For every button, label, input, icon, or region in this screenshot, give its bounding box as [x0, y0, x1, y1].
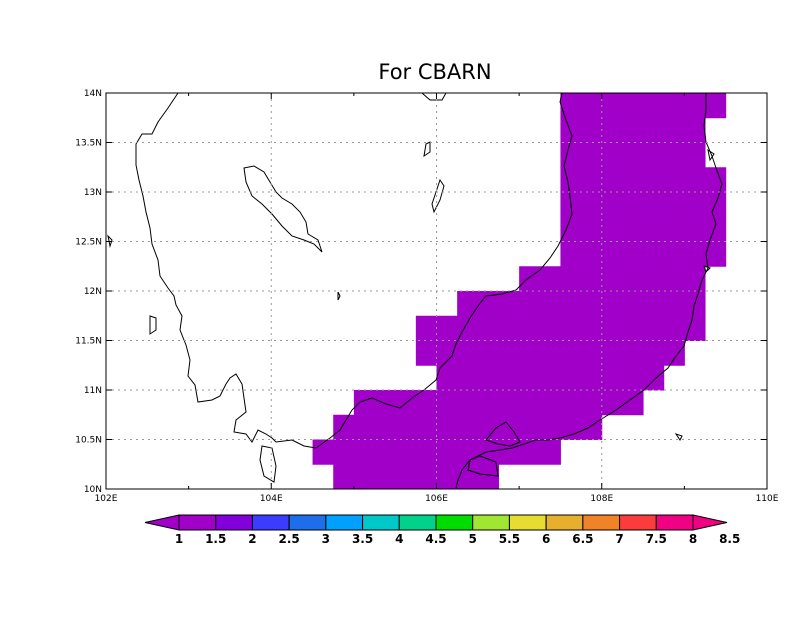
data-cell [436, 365, 665, 391]
colorbar-swatch [655, 514, 694, 531]
tick-label-x: 110E [756, 494, 779, 504]
colorbar-swatch [215, 514, 253, 531]
axis-ticks [105, 92, 768, 490]
tick-label-x: 106E [425, 494, 448, 504]
island-7 [467, 455, 499, 477]
colorbar-swatch [251, 514, 290, 531]
data-cell [415, 340, 685, 366]
colorbar-over-arrow [692, 514, 728, 531]
colorbar-under-arrow [144, 514, 180, 531]
colorbar-swatch [178, 514, 217, 531]
colorbar-swatch [545, 514, 584, 531]
tick-label-y: 10.5N [75, 436, 102, 446]
tick-label-y: 11.5N [75, 337, 102, 347]
colorbar-swatch [582, 514, 621, 531]
colorbar-swatch [398, 514, 437, 531]
chart-title: For CBARN [378, 60, 492, 84]
colorbar-label: 5 [469, 532, 477, 546]
axis-tick-labels: 102E 104E 106E 108E 110E 10N 10.5N 11N 11.5N 12N 1… [75, 89, 779, 504]
island-12 [421, 92, 447, 101]
coastline-vietnam-south [455, 93, 723, 489]
data-cell [519, 266, 706, 292]
colorbar-label: 6 [542, 532, 550, 546]
tick-label-y: 12.5N [75, 238, 102, 248]
colorbar-label: 6.5 [572, 532, 593, 546]
colorbar: 1 1.5 2 2.5 3 3.5 4 4.5 5 5.5 6 6.5 7 7.5 8 8.5 [144, 514, 740, 546]
colorbar-label: 7.5 [646, 532, 667, 546]
island-3 [149, 315, 157, 335]
tick-label-x: 108E [590, 494, 613, 504]
colorbar-label: 2.5 [279, 532, 300, 546]
island-9 [674, 433, 683, 441]
colorbar-swatch [472, 514, 510, 531]
island-6 [259, 445, 277, 483]
data-cell [560, 117, 706, 168]
colorbar-label: 4.5 [425, 532, 446, 546]
colorbar-label: 8.5 [719, 532, 740, 546]
colorbar-label: 5.5 [499, 532, 520, 546]
tick-label-y: 13.5N [75, 139, 102, 149]
island-1 [423, 141, 431, 158]
data-cells [312, 93, 727, 490]
island-2 [431, 178, 445, 214]
island-5 [337, 291, 341, 301]
island-11 [707, 148, 715, 162]
colorbar-label: 3 [322, 532, 330, 546]
colorbar-swatch [508, 514, 547, 531]
colorbar-swatch [435, 514, 474, 531]
coastline-cambodia [291, 92, 573, 449]
colorbar-swatch [325, 514, 364, 531]
colorbar-label: 1 [175, 532, 183, 546]
colorbar-swatch [288, 514, 327, 531]
data-cell [560, 93, 727, 119]
tick-label-y: 11N [84, 386, 102, 396]
colorbar-label: 2 [248, 532, 256, 546]
colorbar-swatch [619, 514, 657, 531]
tick-label-y: 14N [84, 89, 102, 99]
data-cell [333, 464, 499, 490]
data-cell [333, 414, 603, 440]
tick-label-x: 104E [260, 494, 283, 504]
island-10 [703, 265, 711, 273]
coastline-west [135, 92, 293, 443]
colorbar-swatch [362, 514, 400, 531]
data-cell [353, 390, 644, 416]
tick-label-y: 10N [84, 485, 102, 495]
colorbar-label: 8 [689, 532, 697, 546]
tick-label-x: 102E [95, 494, 118, 504]
colorbar-label: 4 [395, 532, 403, 546]
tonle-sap-lake [243, 165, 323, 253]
colorbar-label: 7 [615, 532, 623, 546]
tick-label-y: 13N [84, 188, 102, 198]
data-cell [457, 291, 706, 317]
data-cell [560, 167, 727, 267]
colorbar-label: 3.5 [352, 532, 373, 546]
tick-label-y: 12N [84, 287, 102, 297]
gridlines [106, 93, 767, 489]
colorbar-label: 1.5 [205, 532, 226, 546]
island-8 [485, 421, 521, 447]
